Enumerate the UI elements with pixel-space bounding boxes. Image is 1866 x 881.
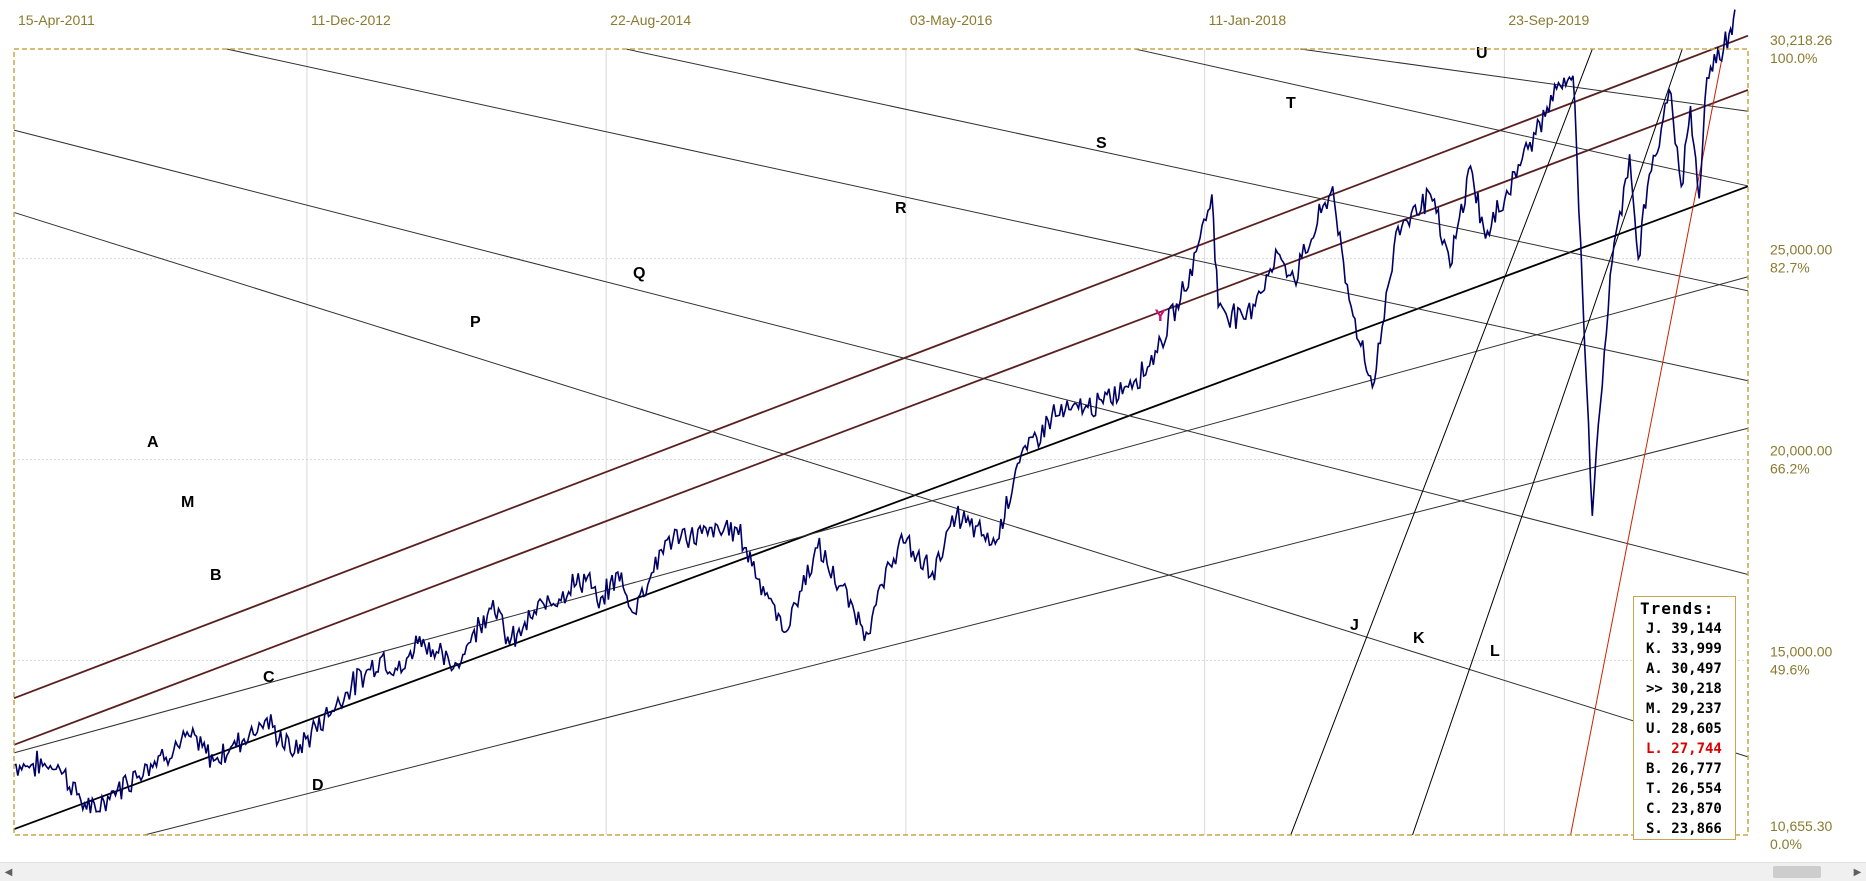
plot-frame [13,48,1749,836]
trend-row: M. 29,237 [1646,701,1722,717]
trendline-label-j: J [1350,617,1359,634]
pivot-marker: Y [1155,306,1167,325]
trendline-u [1300,48,1749,112]
trend-row: K. 33,999 [1646,641,1722,657]
trendline-a [13,34,1749,700]
x-tick-label: 15-Apr-2011 [18,12,95,28]
trendline-label-k: K [1413,630,1425,647]
trendline-labels: A M B C D P Q R S T U J K L [147,45,1500,794]
trendline-label-q: Q [633,265,645,282]
trends-rows: J. 39,144 K. 33,999 A. 30,497 >> 30,218 M. 2… [1638,619,1731,839]
trendline-d [144,427,1749,836]
trendline-q [13,129,1749,575]
y-tick-value: 15,000.00 [1770,643,1832,659]
trend-row: >> 30,218 [1646,681,1722,697]
y-tick-percent: 49.6% [1770,661,1810,677]
trendline-s [625,48,1749,292]
price-series-line [13,9,1736,814]
trendline-b [13,185,1749,831]
pivot-marker-symbol: Y [1155,306,1167,325]
trendline-j [1290,48,1593,836]
trends-legend: Trends: J. 39,144 K. 33,999 A. 30,497 >> 30… [1633,596,1736,840]
trendline-t [1134,48,1749,187]
y-tick-value: 10,655.30 [1770,818,1832,834]
scroll-right-arrow-icon[interactable]: ▶ [1853,866,1862,878]
horizontal-scrollbar[interactable]: ◀ ▶ [0,862,1866,881]
trend-row: B. 26,777 [1646,761,1722,777]
trendline-label-m: M [181,494,194,511]
x-tick-label: 11-Dec-2012 [311,12,391,28]
trend-row: U. 28,605 [1646,721,1722,737]
trend-row: J. 39,144 [1646,621,1722,637]
trendline-r [226,48,1749,382]
x-tick-label: 03-May-2016 [910,12,993,28]
trendline-p [13,211,1749,758]
y-tick-percent: 66.2% [1770,461,1810,477]
trendline-label-c: C [263,669,275,686]
trend-row: S. 23,866 [1646,821,1722,837]
x-tick-label: 11-Jan-2018 [1209,12,1287,28]
x-tick-label: 23-Sep-2019 [1508,12,1589,28]
y-tick-percent: 100.0% [1770,50,1817,66]
trend-row: A. 30,497 [1646,661,1722,677]
trendline-l [1570,48,1725,836]
trendline-k [1412,48,1683,836]
trendline-c [13,276,1749,754]
trendline-label-l: L [1490,643,1500,660]
trend-row: T. 26,554 [1646,781,1722,797]
y-tick-percent: 0.0% [1770,836,1802,852]
x-axis: 15-Apr-2011 11-Dec-2012 22-Aug-2014 03-May-… [18,12,1590,28]
trend-row: C. 23,870 [1646,801,1722,817]
chart-grid [14,49,1748,835]
trendline-label-u: U [1476,45,1488,62]
trend-row: L. 27,744 [1646,741,1722,757]
y-tick-percent: 82.7% [1770,260,1810,276]
y-axis: 30,218.26 100.0% 25,000.00 82.7% 20,000.00 66… [1770,32,1832,852]
y-tick-value: 25,000.00 [1770,242,1832,258]
trendline-label-r: R [895,200,907,217]
trendline-m [13,89,1749,746]
y-tick-value: 30,218.26 [1770,32,1832,48]
trendline-label-t: T [1286,95,1296,112]
price-chart: 15-Apr-2011 11-Dec-2012 22-Aug-2014 03-May-… [13,9,1832,852]
trends-title: Trends: [1640,599,1715,618]
trendlines-layer [13,34,1749,836]
trendline-label-s: S [1096,135,1107,152]
trendline-label-b: B [210,567,222,584]
scroll-left-arrow-icon[interactable]: ◀ [4,866,13,878]
trendline-label-p: P [470,314,481,331]
trendline-label-a: A [147,434,159,451]
scrollbar-thumb[interactable] [1773,866,1821,878]
y-tick-value: 20,000.00 [1770,443,1832,459]
x-tick-label: 22-Aug-2014 [610,12,691,28]
trendline-label-d: D [312,777,324,794]
